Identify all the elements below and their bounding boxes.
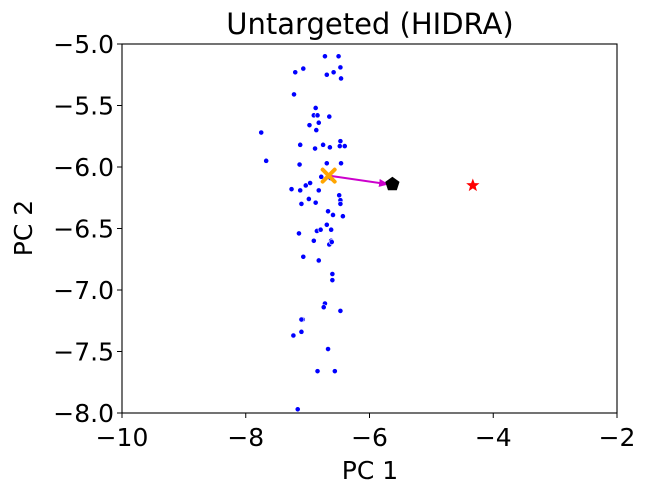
y-tick-label: −7.5 <box>53 338 114 367</box>
data-point <box>328 239 335 245</box>
data-point <box>323 71 330 78</box>
x-tick-label: −6 <box>351 423 388 452</box>
data-point <box>329 277 336 284</box>
plot-marks <box>258 53 480 413</box>
y-tick-label: −8.0 <box>53 399 114 428</box>
pentagon-marker <box>385 176 400 191</box>
data-point <box>314 368 321 375</box>
x-tick-label: −10 <box>96 423 149 452</box>
data-point <box>305 196 312 202</box>
y-axis-label: PC 2 <box>9 200 38 256</box>
data-point <box>336 143 343 149</box>
data-point <box>258 129 265 136</box>
data-point <box>313 127 320 134</box>
data-point <box>337 308 344 314</box>
data-point <box>326 113 333 120</box>
data-point <box>341 143 348 149</box>
data-point <box>291 91 297 98</box>
data-point <box>329 271 336 277</box>
data-point <box>263 157 270 164</box>
data-point <box>330 69 337 76</box>
axis-ticks: −10 −8 −6 −4 −2 −8.0 −7.5 −7.0 −6.5 −6.0 −5.5 −5.0 <box>53 30 635 452</box>
data-point <box>335 53 342 60</box>
x-axis-label: PC 1 <box>342 456 398 485</box>
data-point <box>323 221 330 228</box>
x-tick-label: −4 <box>475 423 512 452</box>
data-point <box>331 368 338 375</box>
data-point <box>320 304 327 311</box>
data-point <box>307 180 313 186</box>
data-point <box>337 200 344 207</box>
x-marker <box>320 167 337 184</box>
data-point <box>314 112 321 119</box>
data-point <box>315 257 322 264</box>
data-point <box>300 65 307 72</box>
data-point <box>310 237 317 244</box>
y-tick-label: −5.5 <box>53 92 114 121</box>
data-point <box>322 53 328 60</box>
data-point <box>288 186 295 193</box>
star-marker <box>466 178 480 192</box>
y-tick-label: −7.0 <box>53 276 114 305</box>
data-point <box>325 346 331 352</box>
data-point <box>296 161 303 168</box>
data-point <box>296 230 302 237</box>
data-point <box>306 122 313 129</box>
plot-frame <box>121 43 618 414</box>
data-point <box>292 69 299 76</box>
data-point <box>315 119 322 126</box>
data-point <box>318 173 325 180</box>
data-point <box>312 145 318 152</box>
y-tick-label: −6.0 <box>53 153 114 182</box>
data-point <box>338 160 344 167</box>
data-point <box>338 75 344 82</box>
data-point <box>325 208 331 215</box>
data-point <box>312 199 319 206</box>
x-tick-label: −2 <box>599 423 636 452</box>
data-point <box>336 192 343 199</box>
y-tick-label: −6.5 <box>53 215 114 244</box>
data-point <box>298 316 305 323</box>
data-point <box>323 160 330 167</box>
data-point <box>297 141 304 148</box>
data-point <box>298 328 305 335</box>
data-point <box>337 138 344 145</box>
data-point <box>300 253 307 260</box>
data-point <box>326 144 333 151</box>
data-point <box>315 187 322 194</box>
x-tick-label: −8 <box>227 423 264 452</box>
data-point <box>312 105 319 111</box>
data-point <box>298 200 305 207</box>
data-point <box>337 64 344 71</box>
data-point <box>294 406 301 413</box>
chart-title: Untargeted (HIDRA) <box>226 7 513 41</box>
data-point <box>290 332 297 339</box>
data-point <box>330 212 336 218</box>
direction-arrow <box>328 174 390 187</box>
data-point <box>317 226 324 233</box>
data-point <box>302 182 309 189</box>
data-point <box>320 141 326 148</box>
data-point <box>328 226 335 233</box>
data-point <box>297 187 304 194</box>
y-tick-label: −5.0 <box>53 30 114 59</box>
data-point <box>339 213 346 220</box>
